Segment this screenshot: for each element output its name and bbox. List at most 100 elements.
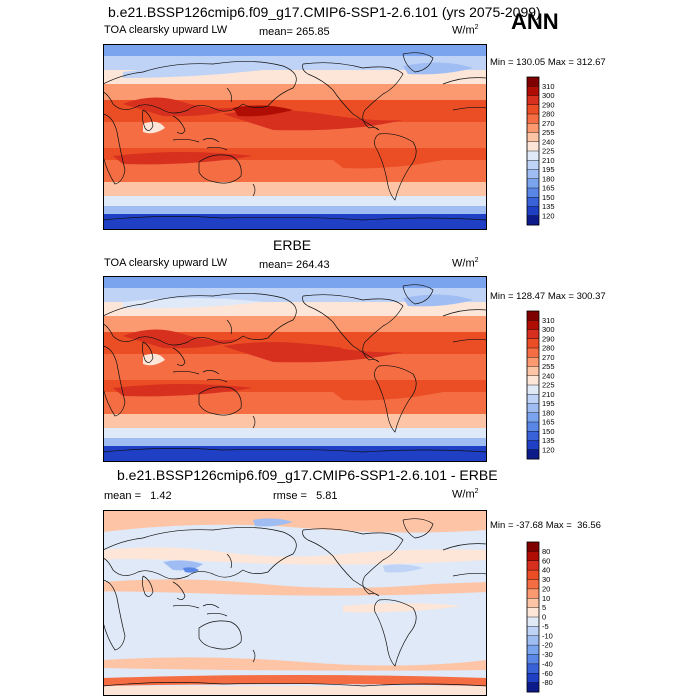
panel1-colorbar-tick-label: 225 — [542, 147, 555, 156]
panel2-minmax: Min = 128.47 Max = 300.37 — [490, 291, 606, 302]
panel2-colorbar: 3103002902802702552402252101951801651501… — [526, 310, 555, 460]
panel1-coastline-greenland — [402, 52, 434, 73]
panel2-field-midlat-south — [103, 414, 487, 428]
panel3-colorbar-tick-label: 0 — [542, 613, 546, 622]
panel2-colorbar-swatch — [527, 431, 539, 441]
panel1-colorbar-swatch — [527, 178, 539, 189]
panel3-colorbar-swatch — [527, 579, 539, 590]
panel3-colorbar-swatch — [527, 588, 539, 599]
panel2-colorbar-swatch — [527, 311, 539, 321]
panel2-coastline-indonesia — [172, 370, 228, 383]
panel1-field-midlat-south — [103, 182, 487, 196]
panel3-colorbar-tick-label: 80 — [542, 547, 550, 556]
panel3-coastline-europe-edge — [442, 543, 487, 551]
panel1-colorbar-tick-label: 180 — [542, 174, 555, 183]
panel3-colorbar-swatch — [527, 617, 539, 627]
panel2-colorbar-tick-label: 290 — [542, 334, 555, 343]
panel2-colorbar-swatch — [527, 338, 539, 349]
panel3-coastline-africa — [103, 579, 126, 651]
panel3-colorbar-swatch — [527, 542, 539, 552]
panel2-warm-north-africa — [123, 329, 243, 349]
panel1-field-antarctica — [103, 214, 487, 230]
panel3-coastline-greenland — [402, 518, 434, 539]
panel1-colorbar: 3103002902802702552402252101951801651501… — [526, 76, 555, 226]
panel2-colorbar-tick-label: 150 — [542, 427, 555, 436]
panel3-colorbar-tick-label: 5 — [542, 603, 546, 612]
panel1-colorbar-swatch — [527, 86, 539, 96]
panel2-colorbar-tick-label: 120 — [542, 445, 555, 454]
panel1-cold-eurasia — [123, 66, 263, 78]
panel3-units: W/m2 — [452, 488, 479, 501]
panel2-frame — [103, 276, 487, 462]
panel1-map — [103, 44, 487, 230]
panel1-mean-label: mean= 265.85 — [259, 26, 330, 38]
panel1-colorbar-tick-label: 300 — [542, 91, 555, 100]
panel3-colorbar-tick-label: 30 — [542, 575, 550, 584]
panel3-colorbar-swatch — [527, 570, 539, 580]
panel3-colorbar-swatch — [527, 645, 539, 655]
panel3-diff-tropics — [103, 579, 487, 596]
panel1-colorbar-swatch — [527, 77, 539, 87]
panel3-diff-cold-na — [383, 564, 423, 573]
panel1-colorbar-tick-label: 195 — [542, 165, 555, 174]
panel3-colorbar-swatch — [527, 560, 539, 571]
panel3-colorbar-swatch — [527, 635, 539, 646]
panel1-colorbar-swatch — [527, 114, 539, 124]
panel3-map — [103, 510, 487, 696]
panel1-colorbar-swatch — [527, 123, 539, 133]
panel1-warm-se-pacific — [333, 156, 443, 169]
panel1-colorbar-tick-label: 270 — [542, 119, 555, 128]
panel2-colorbar-tick-label: 210 — [542, 390, 555, 399]
panel1-colorbar-tick-label: 255 — [542, 128, 555, 137]
panel2-colorbar-tick-label: 240 — [542, 371, 555, 380]
panel3-colorbar-swatch — [527, 551, 539, 562]
panel1-warm-north-africa — [123, 97, 243, 117]
panel1-colorbar-swatch — [527, 215, 539, 226]
panel1-colorbar-tick-label: 240 — [542, 137, 555, 146]
panel2-coastline-europe-edge — [442, 309, 487, 317]
season-label: ANN — [511, 9, 559, 34]
panel1-colorbar-tick-label: 280 — [542, 110, 555, 119]
panel2-colorbar-swatch — [527, 440, 539, 451]
panel3-diff-arctic — [103, 510, 487, 533]
panel1-colorbar-tick-label: 290 — [542, 100, 555, 109]
panel2-colorbar-swatch — [527, 329, 539, 340]
panel2-coastline-india — [141, 341, 154, 363]
panel2-colorbar-swatch — [527, 412, 539, 423]
panel2-map — [103, 276, 487, 462]
panel1-colorbar-tick-label: 135 — [542, 202, 555, 211]
panel2-warm-se-pacific — [333, 388, 443, 401]
panel1-colorbar-tick-label: 165 — [542, 184, 555, 193]
panel2-field-arctic — [103, 276, 487, 288]
panel3-mean-label: mean = 1.42 — [104, 490, 172, 502]
panel2-coastline-south-america — [374, 365, 417, 433]
panel2-colorbar-swatch — [527, 348, 539, 358]
panel3-colorbar-tick-label: 60 — [542, 556, 550, 565]
panel3-colorbar-swatch — [527, 654, 539, 665]
panel2-units: W/m2 — [452, 257, 479, 270]
panel2-colorbar-swatch — [527, 394, 539, 404]
panel3-diff-cold-siberia — [253, 518, 293, 527]
panel3-coastline-se-asia — [172, 581, 186, 600]
panel3-minmax: Min = -37.68 Max = 36.56 — [490, 520, 601, 531]
panel1-coastline-australia — [198, 154, 242, 184]
panel3-diff-antarctica — [103, 686, 487, 696]
panel2-colorbar-tick-label: 270 — [542, 353, 555, 362]
panel1-colorbar-swatch — [527, 141, 539, 152]
panel3-colorbar-tick-label: 40 — [542, 566, 550, 575]
panel2-coastline-north-america — [302, 294, 404, 363]
panel2-colorbar-tick-label: 255 — [542, 362, 555, 371]
panel3-colorbar-swatch — [527, 673, 539, 684]
panel2-colorbar-swatch — [527, 357, 539, 367]
panel3-rmse-label: rmse = 5.81 — [273, 490, 338, 502]
panel1-colorbar-swatch — [527, 206, 539, 217]
panel2-colorbar-tick-label: 165 — [542, 418, 555, 427]
panel1-coastline-indonesia — [172, 138, 228, 151]
panel1-field-southern-ocean — [103, 196, 487, 206]
panel3-title: b.e21.BSSP126cmip6.f09_g17.CMIP6-SSP1-2.… — [117, 467, 498, 483]
panel2-colorbar-tick-label: 310 — [542, 316, 555, 325]
panel1-colorbar-tick-label: 310 — [542, 82, 555, 91]
panel2-colorbar-tick-label: 280 — [542, 344, 555, 353]
panel3-coastline-indonesia — [172, 604, 228, 617]
